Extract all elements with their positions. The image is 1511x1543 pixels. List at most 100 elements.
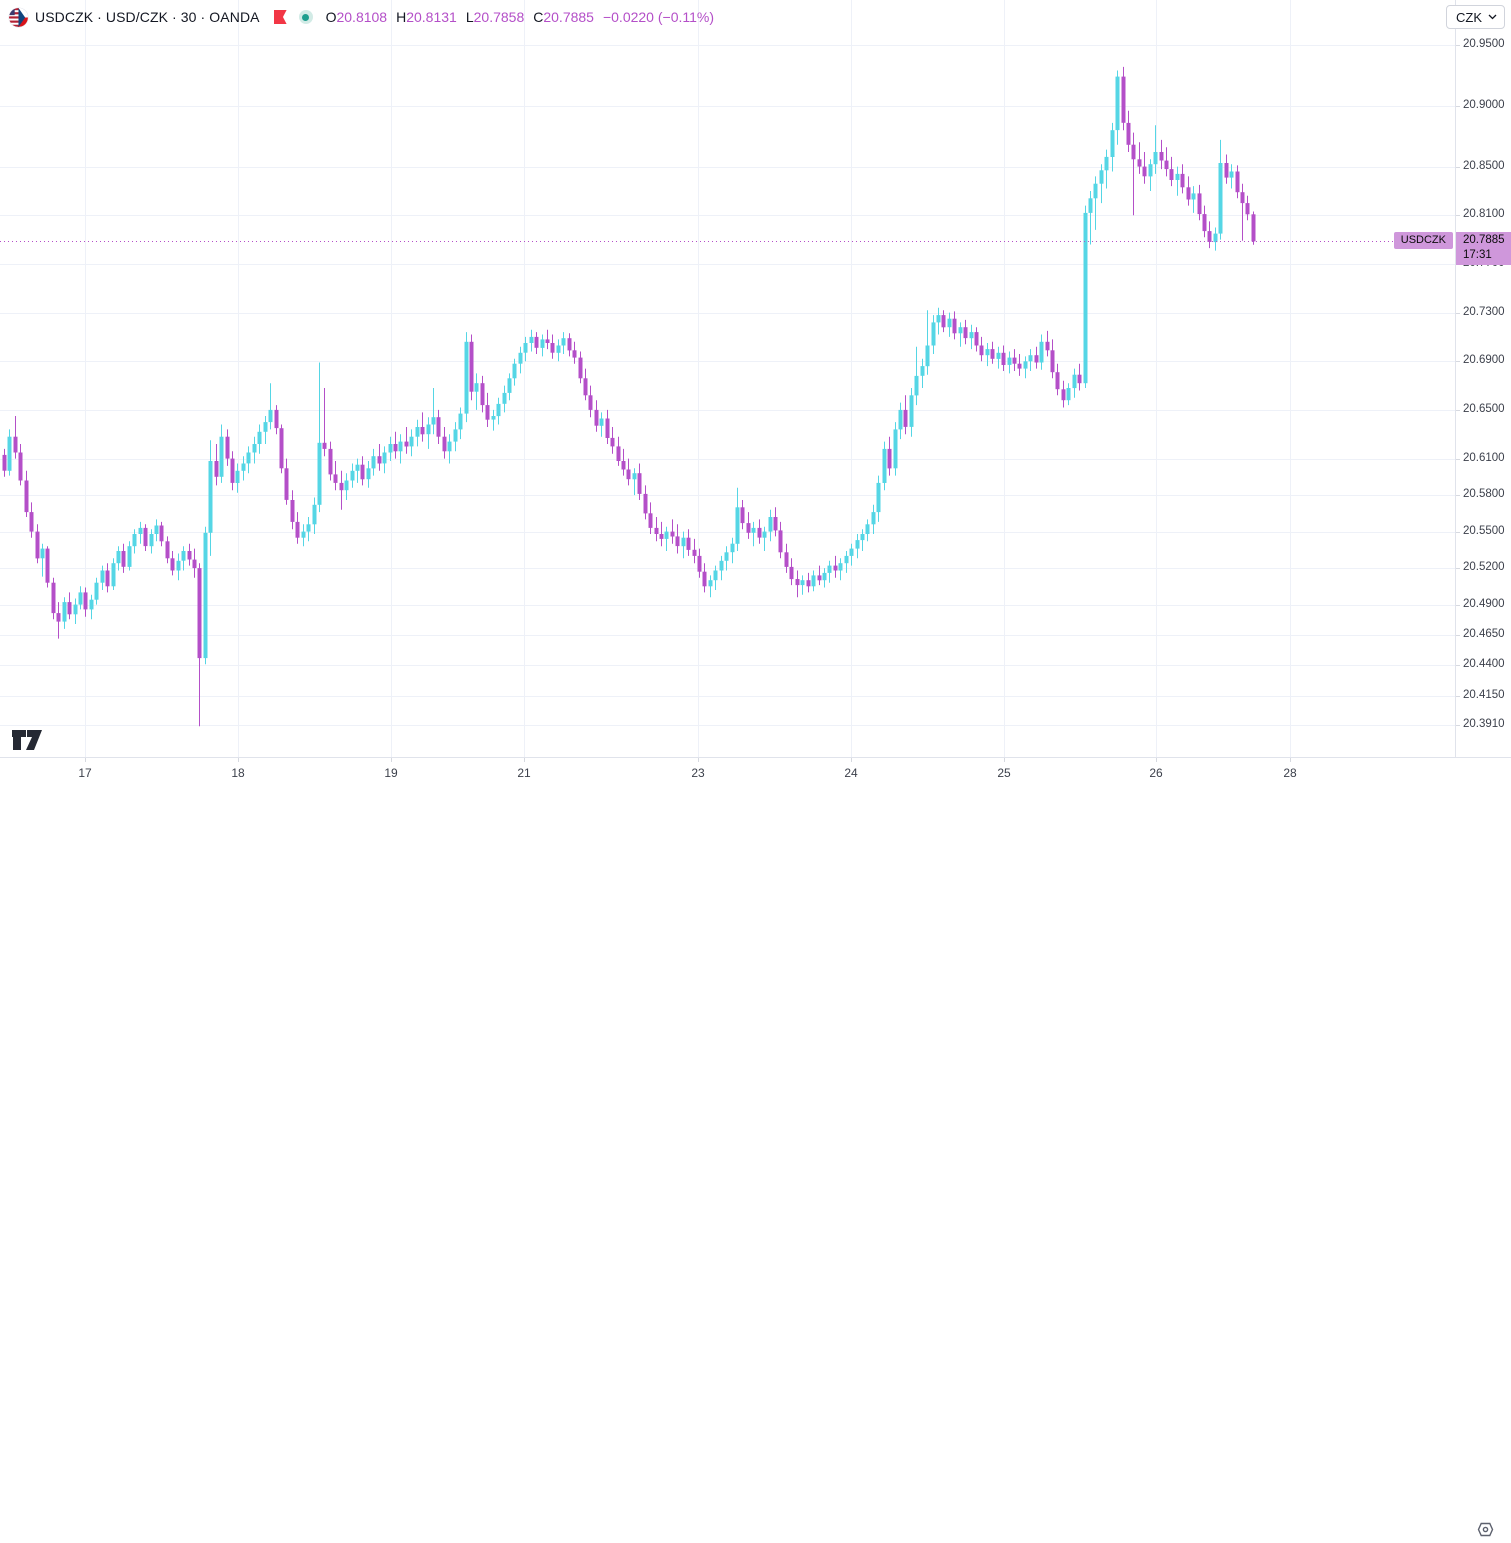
candle-body xyxy=(855,540,860,549)
symbol-title[interactable]: USDCZK · USD/CZK · 30 · OANDA xyxy=(35,9,260,25)
candle-body xyxy=(274,409,279,429)
candle-body xyxy=(849,548,854,556)
price-axis[interactable]: 20.950020.900020.850020.810020.770020.73… xyxy=(1455,0,1511,757)
ohlc-readout: O20.8108 H20.8131 L20.7858 C20.7885 xyxy=(326,9,603,25)
candle-body xyxy=(534,336,539,348)
chart-area[interactable]: USDCZK · USD/CZK · 30 · OANDA O20.8108 H… xyxy=(0,0,1455,757)
candle-body xyxy=(225,436,230,459)
candle-body xyxy=(773,517,778,531)
price-line-symbol-chip: USDCZK xyxy=(1393,232,1453,250)
candle-body xyxy=(263,422,268,432)
candle-body xyxy=(496,403,501,417)
axis-settings-icon[interactable] xyxy=(1477,1521,1494,1543)
candle-body xyxy=(377,456,382,464)
candle-body xyxy=(1001,352,1006,365)
candle-body xyxy=(73,604,78,615)
candlestick-chart[interactable] xyxy=(0,0,1455,757)
time-axis[interactable]: 17 18 19 21 23 24 25 26 28 xyxy=(0,757,1511,1537)
candle-body xyxy=(284,468,289,500)
time-axis-tick xyxy=(391,758,392,762)
candle-body xyxy=(1104,156,1109,171)
price-axis-label: 20.5800 xyxy=(1463,488,1505,501)
candle-body xyxy=(426,424,431,435)
candle-body xyxy=(360,464,365,480)
candle-body xyxy=(197,568,202,659)
candle-body xyxy=(1137,159,1142,167)
candle-body xyxy=(458,413,463,430)
tradingview-logo-icon[interactable] xyxy=(12,729,43,756)
candle-body xyxy=(404,441,409,447)
candle-body xyxy=(350,470,355,481)
candle-body xyxy=(1072,374,1077,389)
candle-body xyxy=(876,482,881,513)
price-axis-tick xyxy=(1456,635,1460,636)
candle-body xyxy=(1191,193,1196,200)
candle-body xyxy=(708,580,713,587)
time-axis-label: 28 xyxy=(1283,766,1297,780)
candle-body xyxy=(540,339,545,348)
price-axis-tick xyxy=(1456,215,1460,216)
price-axis-tick xyxy=(1456,167,1460,168)
candle-body xyxy=(1017,363,1022,369)
candle-body xyxy=(13,436,18,453)
candle-body xyxy=(605,418,610,438)
candle-body xyxy=(626,469,631,480)
candle-body xyxy=(203,532,208,659)
candle-body xyxy=(567,338,572,351)
candle-body xyxy=(235,470,240,483)
price-axis-label: 20.5200 xyxy=(1463,561,1505,574)
change-value: −0.0220 (−0.11%) xyxy=(602,9,715,25)
candle-body xyxy=(827,565,832,573)
market-status-flag-icon[interactable] xyxy=(273,10,287,24)
time-axis-tick xyxy=(1156,758,1157,762)
price-axis-tick xyxy=(1456,725,1460,726)
candle-body xyxy=(344,480,349,491)
candle-body xyxy=(24,480,29,513)
candle-body xyxy=(941,315,946,328)
candle-body xyxy=(149,534,154,547)
candle-body xyxy=(295,521,300,538)
candle-body xyxy=(561,338,566,346)
candle-body xyxy=(686,537,691,550)
candle-body xyxy=(572,350,577,358)
close-label: C xyxy=(533,9,544,25)
candle-body xyxy=(806,580,811,587)
price-axis-label: 20.8500 xyxy=(1463,159,1505,172)
currency-selector-button[interactable]: CZK xyxy=(1446,5,1505,29)
candle-body xyxy=(1110,130,1115,157)
candle-body xyxy=(637,473,642,494)
candle-body xyxy=(599,418,604,426)
candle-body xyxy=(860,534,865,541)
candle-body xyxy=(719,560,724,571)
low-label: L xyxy=(465,9,474,25)
candle-body xyxy=(969,332,974,339)
candle-body xyxy=(306,524,311,532)
candle-body xyxy=(431,417,436,425)
candle-body xyxy=(442,436,447,452)
price-axis-tick xyxy=(1456,568,1460,569)
candle-body xyxy=(952,318,957,334)
candle-body xyxy=(914,375,919,396)
data-status-dot-icon[interactable] xyxy=(298,10,313,24)
candle-body xyxy=(127,546,132,567)
candle-body xyxy=(181,551,186,561)
candle-body xyxy=(643,493,648,514)
candle-body xyxy=(616,446,621,461)
candle-body xyxy=(230,458,235,483)
price-axis-tick xyxy=(1456,532,1460,533)
candle-body xyxy=(822,572,827,581)
candle-body xyxy=(192,559,197,569)
candle-body xyxy=(1115,76,1120,131)
candle-body xyxy=(1121,76,1126,123)
candle-body xyxy=(844,555,849,564)
candle-body xyxy=(317,442,322,505)
candle-body xyxy=(474,383,479,392)
candle-body xyxy=(1218,163,1223,234)
candle-body xyxy=(1235,171,1240,193)
candle-body xyxy=(382,452,387,464)
candle-body xyxy=(1077,374,1082,384)
candle-body xyxy=(1126,122,1131,145)
price-axis-label: 20.3910 xyxy=(1463,718,1505,730)
candle-body xyxy=(1153,152,1158,165)
candle-body xyxy=(518,352,523,364)
